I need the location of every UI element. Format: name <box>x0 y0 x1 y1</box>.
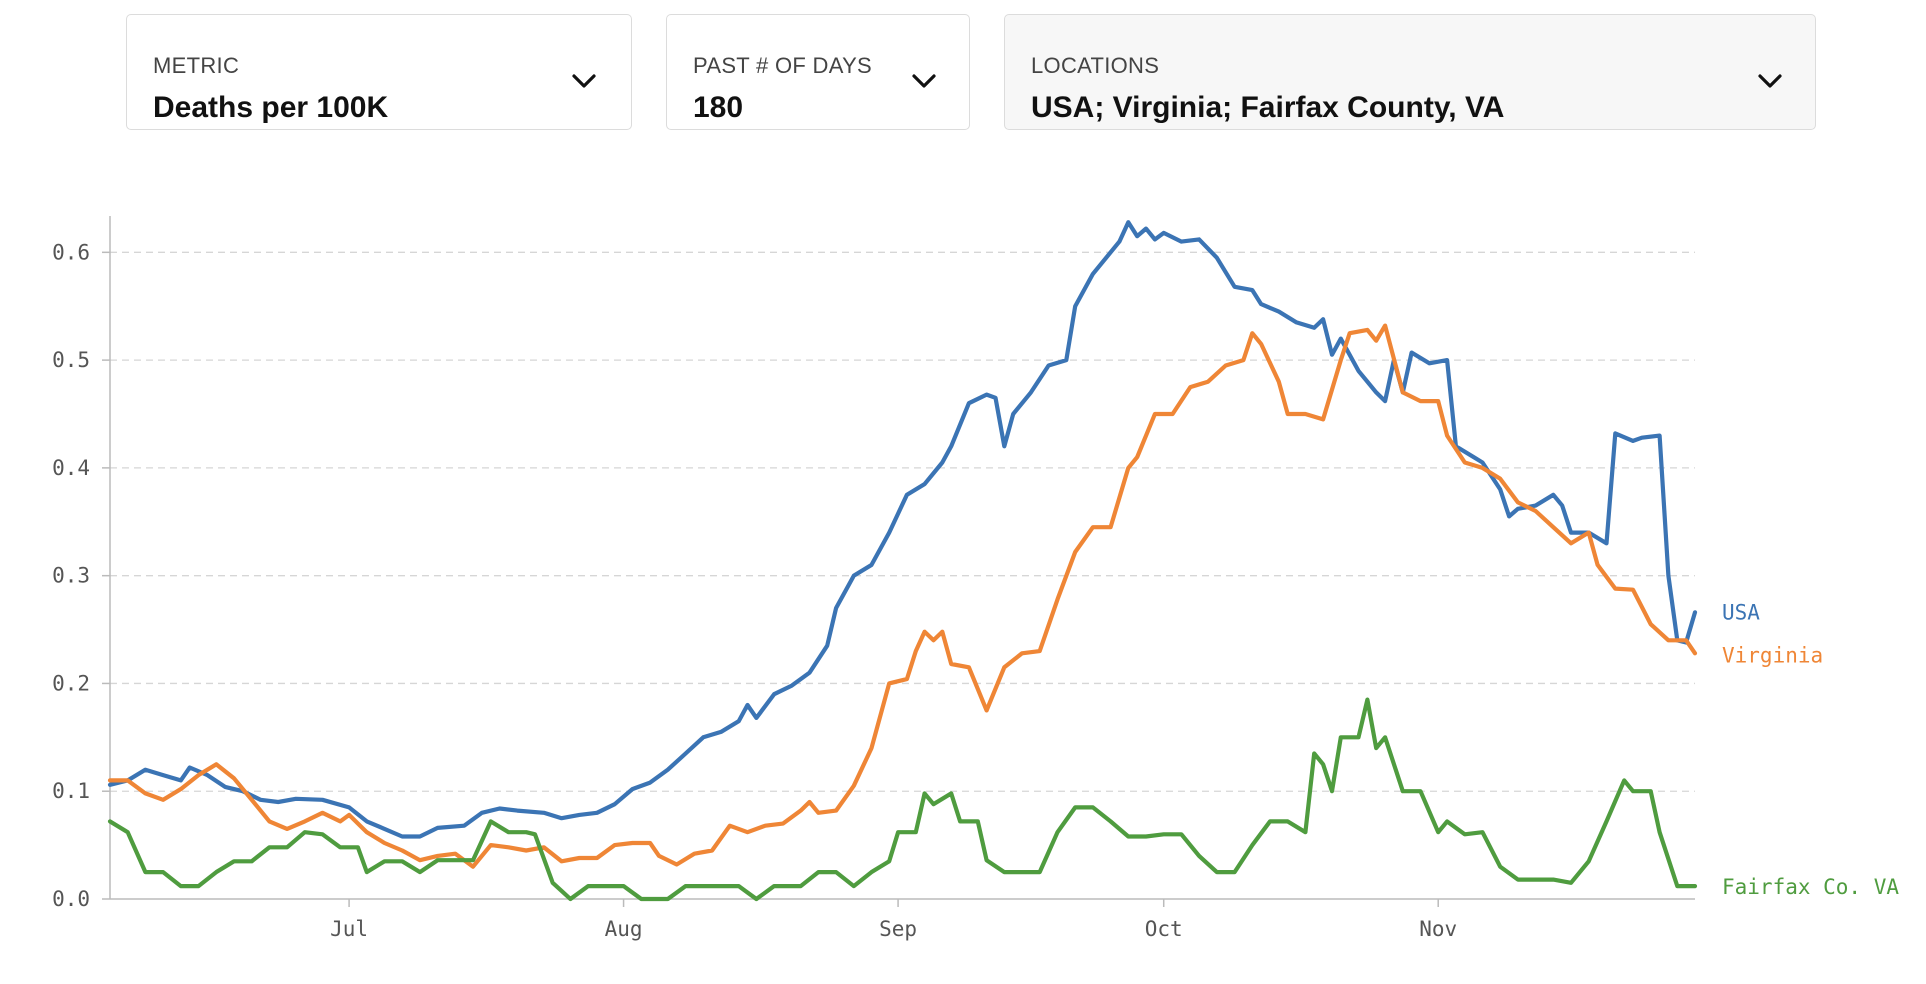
locations-select-value: USA; Virginia; Fairfax County, VA <box>1031 91 1505 124</box>
days-select-value: 180 <box>693 91 744 124</box>
y-tick-label: 0.0 <box>52 887 90 911</box>
y-tick-label: 0.5 <box>52 348 90 372</box>
gridlines <box>110 251 1695 792</box>
y-tick-label: 0.2 <box>52 671 90 695</box>
series-line-virginia <box>107 323 1698 869</box>
metric-select-value: Deaths per 100K <box>153 91 389 124</box>
series-label: USA <box>1722 600 1760 624</box>
x-tick-label: Sep <box>879 917 917 941</box>
y-tick-label: 0.1 <box>52 779 90 803</box>
series-line-fairfax-co-va <box>107 697 1698 902</box>
chevron-down-icon <box>912 74 936 88</box>
x-axis: Jul Aug Sep Oct Nov <box>110 898 1695 941</box>
x-tick-label: Jul <box>330 917 368 941</box>
x-tick-label: Nov <box>1419 917 1457 941</box>
y-tick-label: 0.3 <box>52 564 90 588</box>
days-select[interactable]: PAST # OF DAYS 180 <box>666 14 970 130</box>
series-label: Fairfax Co. VA <box>1722 875 1899 899</box>
line-chart: 0.0 0.1 0.2 0.3 0.4 0.5 0.6 Jul Aug Sep Oct Nov US… <box>52 216 1899 941</box>
y-axis: 0.0 0.1 0.2 0.3 0.4 0.5 0.6 <box>52 216 111 911</box>
days-select-label: PAST # OF DAYS <box>693 53 873 78</box>
chevron-down-icon <box>1758 74 1782 88</box>
metric-select-label: METRIC <box>153 53 240 78</box>
x-tick-label: Aug <box>605 917 643 941</box>
series-lines <box>107 220 1698 902</box>
series-label: Virginia <box>1722 643 1823 667</box>
y-tick-label: 0.4 <box>52 456 90 480</box>
series-labels: USA Virginia Fairfax Co. VA <box>1722 600 1899 899</box>
x-tick-label: Oct <box>1145 917 1183 941</box>
y-tick-label: 0.6 <box>52 240 90 264</box>
metric-select[interactable]: METRIC Deaths per 100K <box>126 14 632 130</box>
series-line-usa <box>107 220 1698 839</box>
chevron-down-icon <box>572 74 596 88</box>
locations-select[interactable]: LOCATIONS USA; Virginia; Fairfax County,… <box>1004 14 1816 130</box>
locations-select-label: LOCATIONS <box>1031 53 1160 78</box>
